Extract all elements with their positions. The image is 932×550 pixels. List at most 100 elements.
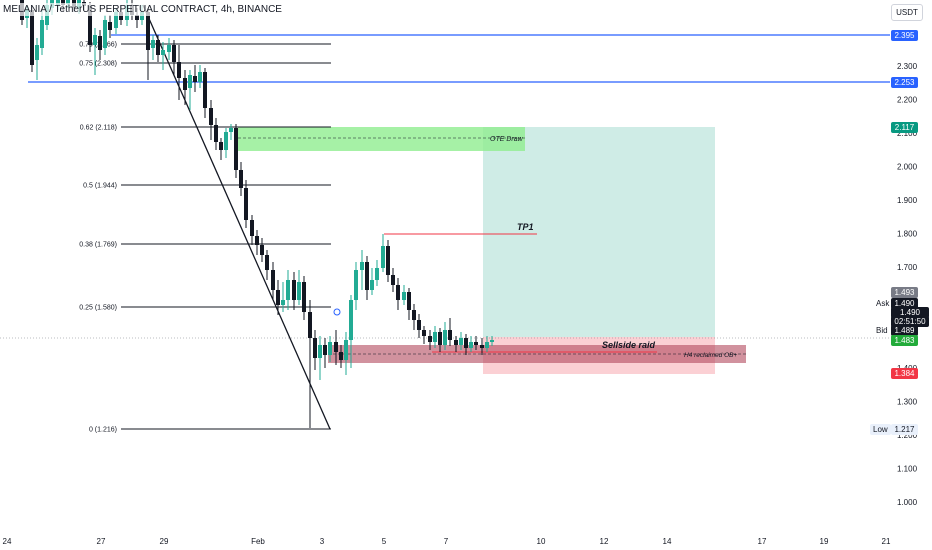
candle-down xyxy=(454,340,458,345)
time-tick: 21 xyxy=(882,537,891,546)
candle-up xyxy=(167,45,171,52)
price-tick: 1.100 xyxy=(897,464,918,473)
label-2395: 2.395 xyxy=(891,30,918,41)
time-axis[interactable]: 24 27 29 Feb 3 5 7 10 12 14 17 19 21 xyxy=(3,537,891,546)
low-tag: Low xyxy=(870,424,891,435)
candle-up xyxy=(443,330,447,345)
label-1483: 1.483 xyxy=(891,335,918,346)
candle-up xyxy=(151,40,155,48)
bar-countdown: 02:51:50 xyxy=(891,316,929,327)
candle-down xyxy=(156,40,160,55)
candle-up xyxy=(114,12,118,28)
label-1493: 1.493 xyxy=(891,287,918,298)
candle-up xyxy=(229,128,233,132)
candle-down xyxy=(339,352,343,360)
time-tick: 10 xyxy=(537,537,546,546)
candle-down xyxy=(108,22,112,30)
fib-label: 0.5 (1.944) xyxy=(83,183,117,190)
label-2253: 2.253 xyxy=(891,77,918,88)
price-tick: 1.800 xyxy=(897,230,918,239)
price-tick: 1.200 xyxy=(897,431,918,440)
candle-up xyxy=(485,342,489,348)
price-tick: 2.200 xyxy=(897,96,918,105)
candle-up xyxy=(402,292,406,300)
candle-down xyxy=(438,332,442,345)
candle-up xyxy=(354,270,358,300)
candle-down xyxy=(172,45,176,62)
time-tick: 27 xyxy=(97,537,106,546)
time-tick: 14 xyxy=(663,537,672,546)
candle-down xyxy=(135,15,139,20)
candle-down xyxy=(474,342,478,345)
candle-up xyxy=(188,75,192,88)
candle-up xyxy=(35,45,39,60)
fib-label: 0.38 (1.769) xyxy=(79,242,117,249)
candle-down xyxy=(448,330,452,340)
candle-up xyxy=(198,72,202,82)
candle-down xyxy=(302,282,306,312)
candle-down xyxy=(193,76,197,82)
trend-line[interactable] xyxy=(142,4,331,430)
ote-zone xyxy=(238,127,525,151)
candle-down xyxy=(334,342,338,352)
candle-down xyxy=(407,292,411,310)
fib-label: 0 (1.216) xyxy=(89,427,117,434)
candle-down xyxy=(260,245,264,255)
time-tick: 17 xyxy=(758,537,767,546)
candle-up xyxy=(56,0,60,5)
candle-up xyxy=(297,282,301,300)
ote-label: OTE Draw xyxy=(490,136,524,143)
currency-button[interactable]: USDT xyxy=(891,4,923,21)
candle-down xyxy=(234,128,238,170)
candle-down xyxy=(239,170,243,188)
candle-down xyxy=(313,338,317,358)
price-tick: 1.300 xyxy=(897,397,918,406)
candle-down xyxy=(386,246,390,275)
candle-down xyxy=(365,262,369,290)
time-tick: 19 xyxy=(820,537,829,546)
time-tick: 24 xyxy=(3,537,12,546)
candle-down xyxy=(428,336,432,342)
last-price: 1.490 xyxy=(891,307,929,318)
event-marker-icon[interactable] xyxy=(333,308,341,316)
price-tick: 1.000 xyxy=(897,498,918,507)
candle-down xyxy=(203,72,207,108)
label-2117: 2.117 xyxy=(891,122,918,133)
candle-down xyxy=(177,62,181,78)
candle-down xyxy=(214,125,218,142)
candle-up xyxy=(344,340,348,360)
candle-down xyxy=(412,310,416,320)
candle-down xyxy=(255,236,259,245)
fib-label: 0.75 (2.308) xyxy=(79,61,117,68)
candle-up xyxy=(349,300,353,340)
candle-up xyxy=(40,20,44,48)
time-tick: 12 xyxy=(600,537,609,546)
candle-down xyxy=(183,78,187,90)
time-tick: 5 xyxy=(382,537,387,546)
candle-down xyxy=(292,280,296,300)
candle-down xyxy=(308,312,312,338)
chart-zones xyxy=(238,127,746,374)
time-tick: 29 xyxy=(160,537,169,546)
candle-down xyxy=(276,290,280,305)
candle-up xyxy=(370,280,374,290)
time-tick: 3 xyxy=(320,537,325,546)
ob-zone xyxy=(328,345,746,363)
ask-price: 1.490 xyxy=(891,298,918,309)
candle-up xyxy=(140,12,144,20)
candle-down xyxy=(265,255,269,270)
candle-up xyxy=(328,342,332,355)
candle-down xyxy=(119,12,123,20)
price-tick: 2.300 xyxy=(897,62,918,71)
price-tick: 1.700 xyxy=(897,263,918,272)
chart-title: MELANIA / TetherUS PERPETUAL CONTRACT, 4… xyxy=(0,3,285,16)
bid-tag: Bid xyxy=(873,325,891,336)
candle-up xyxy=(459,338,463,345)
time-tick: 7 xyxy=(444,537,449,546)
candle-down xyxy=(209,108,213,125)
candle-up xyxy=(490,340,494,342)
label-1384: 1.384 xyxy=(891,368,918,379)
candle-up xyxy=(433,332,437,342)
sellside-label: Sellside raid xyxy=(602,340,656,350)
